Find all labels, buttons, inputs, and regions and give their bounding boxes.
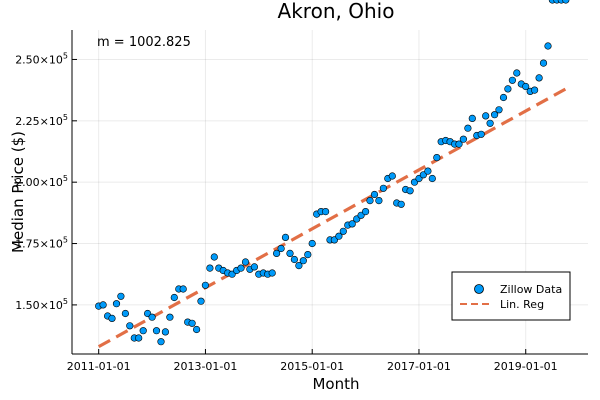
data-point xyxy=(406,187,414,195)
axis-ticks: 2011-01-01 2013-01-01 2015-01-01 2017-01-01… xyxy=(15,51,558,373)
data-point xyxy=(482,112,490,120)
data-point xyxy=(379,184,388,192)
data-point xyxy=(539,59,548,67)
legend-label-zillow: Zillow Data xyxy=(500,283,562,296)
x-axis-label: Month xyxy=(312,375,359,393)
chart-title: Akron, Ohio xyxy=(278,0,395,23)
data-point xyxy=(513,69,521,77)
x-tick-label: 2015-01-01 xyxy=(280,360,344,373)
data-point xyxy=(362,208,370,216)
data-point xyxy=(322,208,330,216)
data-point xyxy=(290,255,299,264)
y-tick-label: 2.50×105 xyxy=(15,51,68,66)
data-point xyxy=(504,85,512,93)
y-tick-label: 1.75×105 xyxy=(15,236,68,251)
data-point xyxy=(335,232,343,240)
data-point xyxy=(139,327,147,335)
data-point xyxy=(530,86,539,94)
data-point xyxy=(304,251,312,259)
data-point xyxy=(491,111,499,119)
data-point xyxy=(459,135,468,143)
data-point xyxy=(366,197,374,205)
data-point xyxy=(370,190,379,199)
data-point xyxy=(152,327,161,335)
data-point xyxy=(535,74,543,82)
legend: Zillow Data Lin. Reg xyxy=(451,271,571,321)
x-tick-label: 2011-01-01 xyxy=(67,360,131,373)
data-point xyxy=(464,124,472,132)
data-point xyxy=(388,172,396,180)
data-point xyxy=(268,269,276,277)
slope-annotation: m = 1002.825 xyxy=(97,35,191,50)
regression-line-layer xyxy=(97,87,567,349)
data-point xyxy=(170,293,178,302)
scatter-points-layer xyxy=(95,0,570,346)
y-tick-label: 2.25×105 xyxy=(15,113,68,128)
y-axis-label: Median Price ($) xyxy=(9,131,27,253)
data-point xyxy=(544,42,552,50)
data-point xyxy=(286,249,294,257)
data-point xyxy=(522,82,530,91)
data-point xyxy=(237,264,245,272)
data-point xyxy=(295,262,303,270)
data-point xyxy=(428,174,436,183)
data-point xyxy=(348,220,356,228)
data-point xyxy=(433,154,441,162)
data-point xyxy=(108,314,116,323)
data-point xyxy=(210,253,218,261)
data-point xyxy=(468,114,476,122)
data-point xyxy=(188,319,196,327)
data-point xyxy=(277,244,285,253)
data-point xyxy=(193,325,201,334)
y-tick-label: 1.50×105 xyxy=(15,297,68,312)
data-point xyxy=(375,197,383,205)
data-point xyxy=(161,328,169,336)
data-point xyxy=(339,227,347,235)
data-point xyxy=(562,0,570,4)
data-point xyxy=(397,200,405,208)
data-point xyxy=(477,130,485,138)
data-point xyxy=(308,239,316,248)
data-point xyxy=(201,281,209,289)
legend-box xyxy=(451,271,571,321)
data-point xyxy=(157,338,165,346)
x-tick-label: 2017-01-01 xyxy=(387,360,451,373)
data-point xyxy=(135,334,143,342)
data-point xyxy=(179,285,187,293)
legend-marker-zillow xyxy=(474,284,484,294)
data-point xyxy=(197,297,205,305)
data-point xyxy=(121,309,129,318)
data-point xyxy=(499,93,508,102)
gridlines xyxy=(72,30,588,354)
y-tick-label: 2.00×105 xyxy=(15,174,68,189)
data-point xyxy=(206,264,214,272)
data-point xyxy=(126,322,134,330)
data-point xyxy=(250,263,258,271)
data-point xyxy=(117,292,125,300)
data-point xyxy=(299,257,307,265)
data-point xyxy=(241,258,250,266)
data-point xyxy=(166,313,174,321)
data-point xyxy=(148,313,156,321)
data-point xyxy=(273,249,281,257)
data-point xyxy=(112,300,121,308)
x-tick-label: 2013-01-01 xyxy=(173,360,237,373)
data-point xyxy=(424,167,432,175)
data-point xyxy=(281,233,290,241)
regression-line xyxy=(97,87,567,349)
data-point xyxy=(508,76,517,84)
data-point xyxy=(455,140,463,148)
x-tick-label: 2019-01-01 xyxy=(494,360,558,373)
legend-label-linreg: Lin. Reg xyxy=(500,298,544,311)
data-point xyxy=(495,106,503,114)
data-point xyxy=(486,119,494,127)
data-point xyxy=(99,301,107,309)
